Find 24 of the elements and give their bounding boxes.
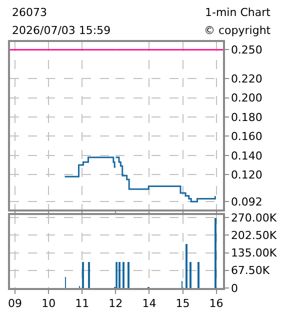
y-tick-label: 135.00K: [230, 246, 278, 260]
y-tick-label: 0.250: [230, 44, 262, 57]
y-tick-label: 67.50K: [230, 264, 270, 278]
text: © copyright: [204, 24, 272, 37]
x-tick-label: 09: [8, 296, 22, 310]
x-tick-label: 11: [75, 296, 90, 310]
y-tick-label: 0: [230, 282, 238, 295]
text: 1-min Chart: [205, 6, 272, 19]
y-tick-label: 0.200: [230, 92, 262, 105]
x-tick-label: 15: [176, 296, 190, 310]
x-tick-label: 12: [108, 296, 123, 310]
x-tick-label: 10: [42, 296, 56, 310]
y-tick-label: 0.120: [230, 168, 262, 182]
y-tick-label: 0.092: [230, 195, 262, 208]
y-tick-label: 270.00K: [230, 211, 278, 224]
y-tick-label: 0.160: [230, 130, 262, 144]
chart-subtitle: 2026/07/03 15:59: [12, 24, 111, 37]
chart-title: 26073: [12, 6, 47, 19]
y-tick-label: 202.50K: [230, 229, 278, 242]
y-tick-label: 0.180: [230, 110, 262, 124]
y-tick-label: 0.140: [230, 149, 262, 162]
x-tick-label: 16: [209, 296, 224, 310]
x-tick-label: 14: [142, 296, 156, 310]
y-tick-label: 0.220: [230, 72, 262, 86]
